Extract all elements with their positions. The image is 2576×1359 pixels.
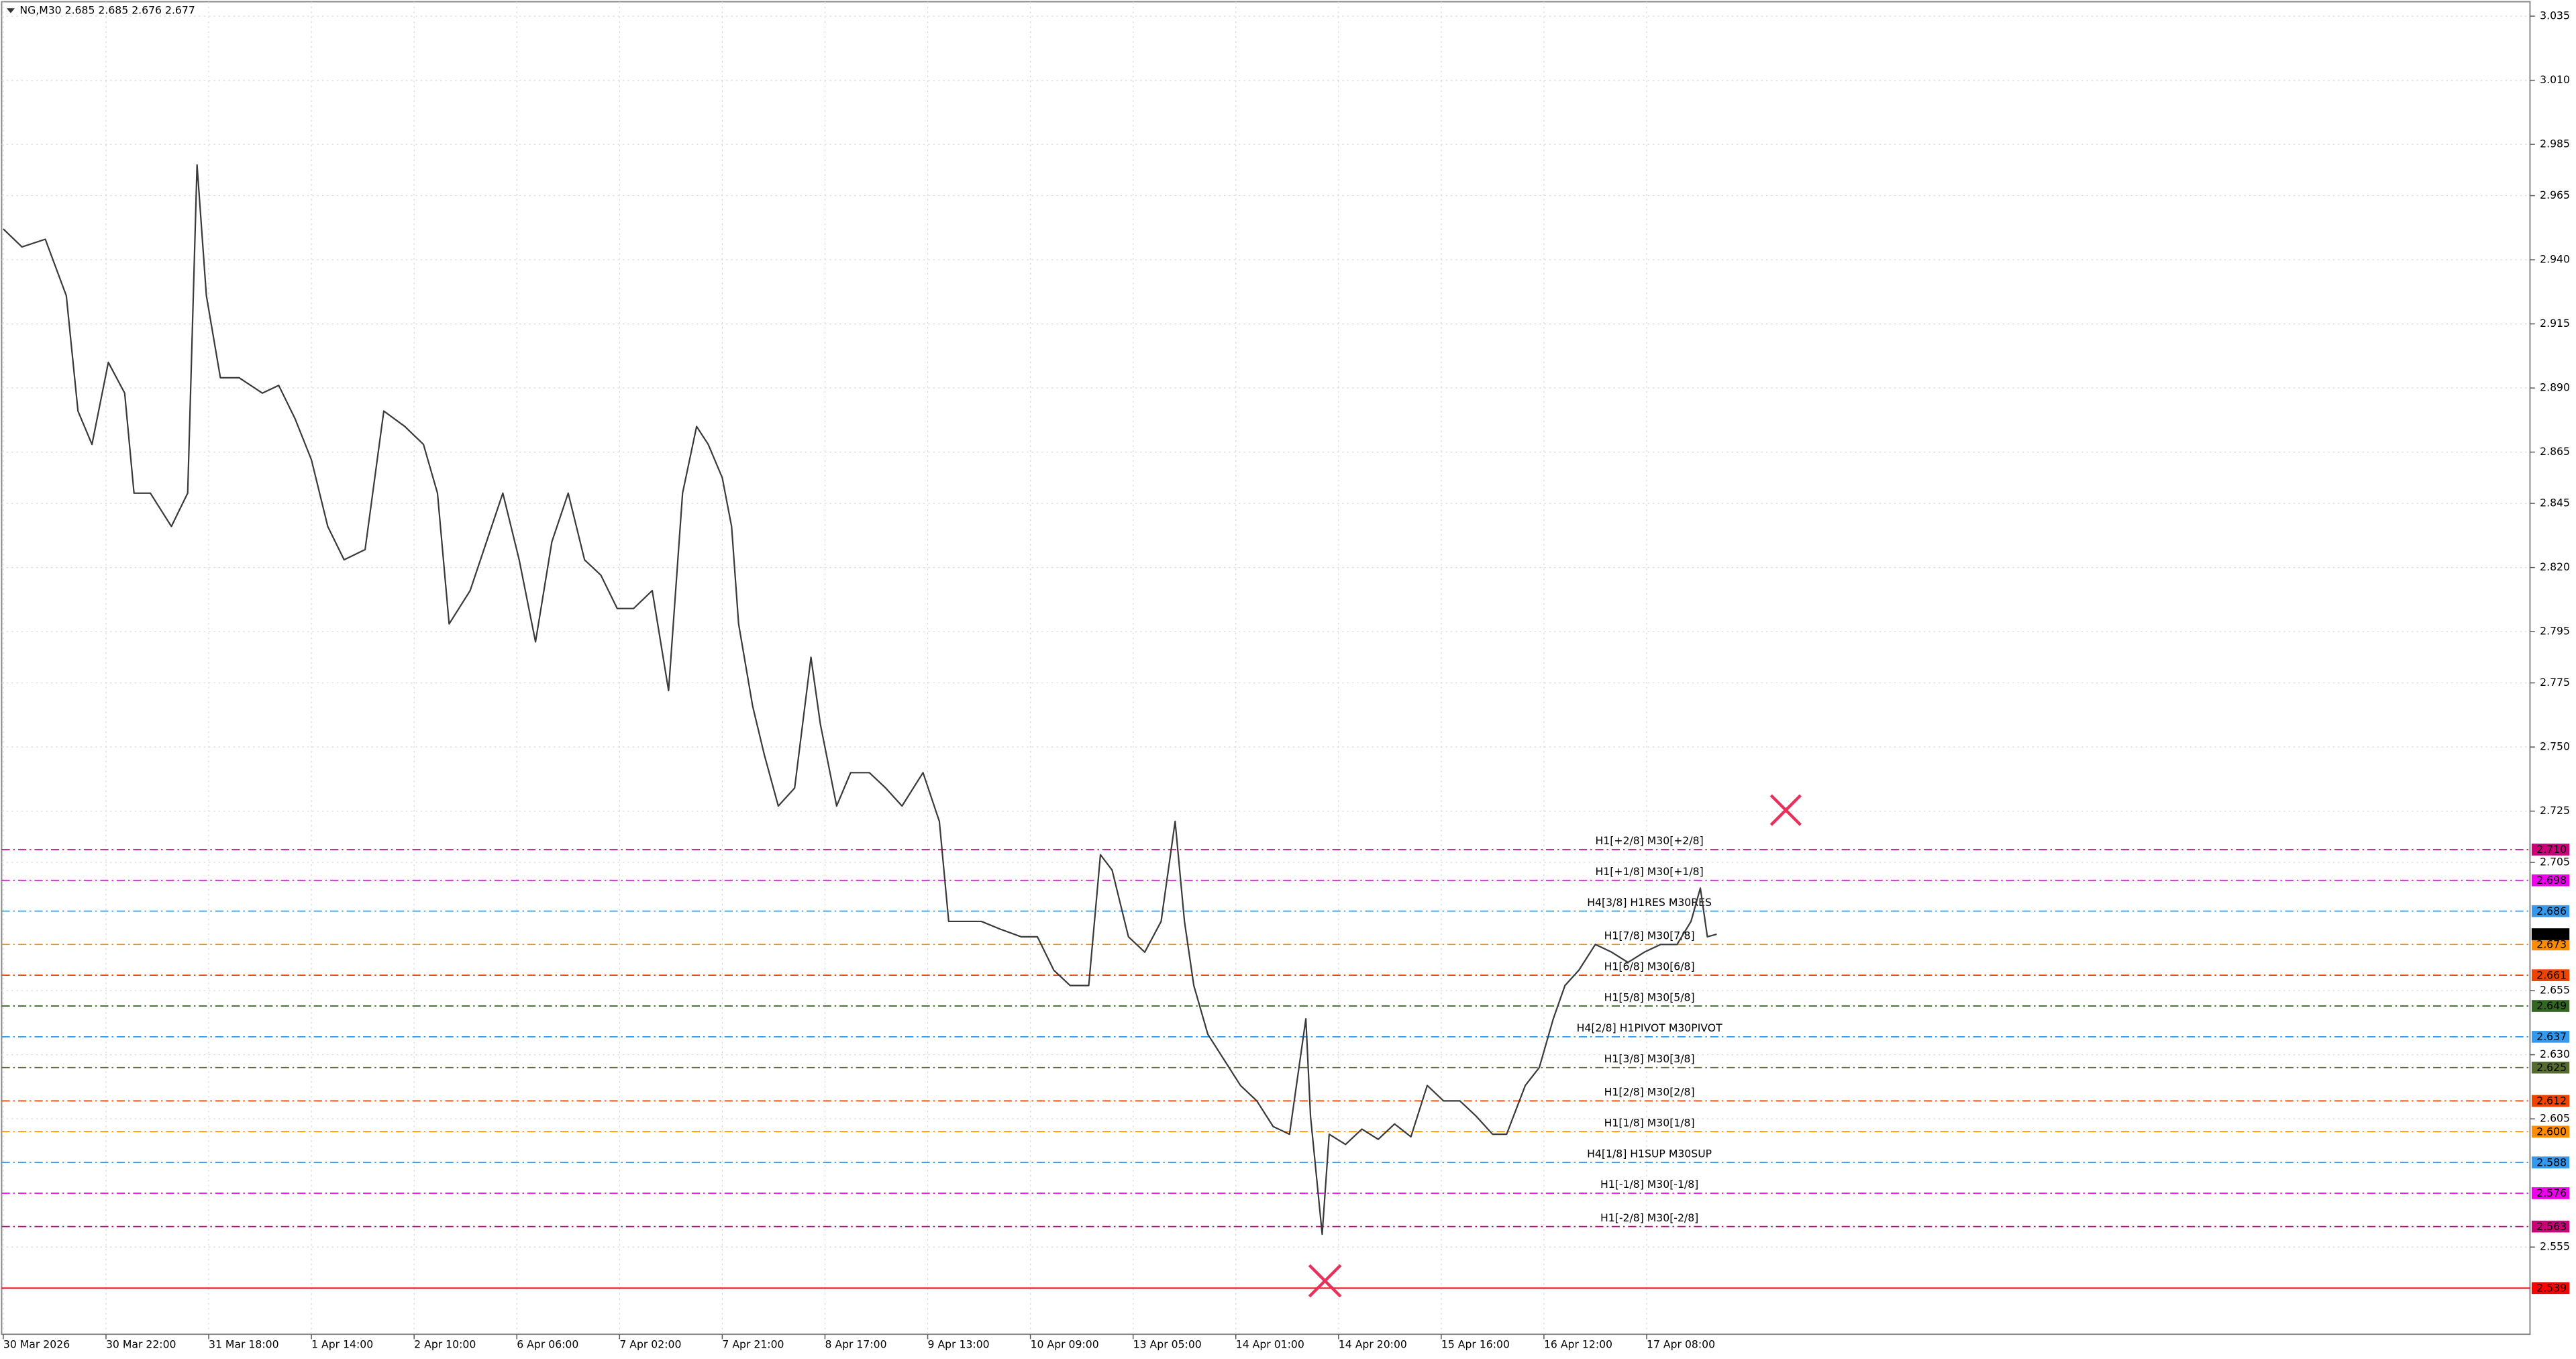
- price-tag: [2531, 844, 2570, 856]
- y-tick-label: 3.010: [2540, 73, 2570, 86]
- y-tick-label: 2.890: [2540, 381, 2570, 394]
- level-label: H1[1/8] M30[1/8]: [1604, 1117, 1695, 1129]
- x-tick-label: 6 Apr 06:00: [517, 1338, 578, 1351]
- level-label: H4[3/8] H1RES M30RES: [1587, 896, 1712, 909]
- level-label: H1[+1/8] M30[+1/8]: [1596, 865, 1704, 878]
- level-label: H1[6/8] M30[6/8]: [1604, 960, 1695, 972]
- x-tick-label: 8 Apr 17:00: [825, 1338, 886, 1351]
- x-tick-label: 7 Apr 02:00: [619, 1338, 681, 1351]
- level-label: H1[+2/8] M30[+2/8]: [1596, 834, 1704, 847]
- x-tick-label: 13 Apr 05:00: [1133, 1338, 1202, 1351]
- y-tick-label: 2.705: [2540, 856, 2570, 868]
- price-tag-label: 2.539: [2536, 1282, 2567, 1295]
- price-tag-label: 2.600: [2536, 1125, 2567, 1138]
- cross-stroke: [1769, 794, 1802, 826]
- price-tag: [2531, 1187, 2570, 1199]
- y-tick-label: 2.795: [2540, 625, 2570, 638]
- x-tick-label: 1 Apr 14:00: [311, 1338, 373, 1351]
- price-tag-label: 2.576: [2536, 1187, 2567, 1199]
- price-tag-label: 2.612: [2536, 1095, 2567, 1107]
- price-tag: [2531, 1031, 2570, 1043]
- price-tag-label: 2.673: [2536, 938, 2567, 951]
- price-tag-label: 2.686: [2536, 905, 2567, 917]
- level-label: H1[3/8] M30[3/8]: [1604, 1052, 1695, 1065]
- chart-title: NG,M30 2.685 2.685 2.676 2.677: [19, 3, 195, 16]
- price-tag: [2531, 905, 2570, 917]
- level-label: H4[2/8] H1PIVOT M30PIVOT: [1577, 1021, 1722, 1034]
- price-tag-label: 2.677: [2536, 927, 2567, 940]
- x-tick-label: 9 Apr 13:00: [928, 1338, 990, 1351]
- x-tick-label: 14 Apr 01:00: [1236, 1338, 1304, 1351]
- level-label: H1[-1/8] M30[-1/8]: [1600, 1178, 1698, 1191]
- y-tick-label: 2.750: [2540, 740, 2570, 753]
- level-label: H1[5/8] M30[5/8]: [1604, 991, 1695, 1003]
- price-tag: [2531, 1000, 2570, 1012]
- y-tick-label: 2.630: [2540, 1048, 2570, 1060]
- x-tick-label: 7 Apr 21:00: [722, 1338, 784, 1351]
- x-tick-label: 31 Mar 18:00: [209, 1338, 279, 1351]
- y-tick-label: 2.725: [2540, 804, 2570, 817]
- y-tick-label: 2.965: [2540, 189, 2570, 201]
- y-tick-label: 2.655: [2540, 984, 2570, 997]
- cross-stroke: [1308, 1264, 1342, 1298]
- price-tag: [2531, 874, 2570, 887]
- price-tag: [2531, 1220, 2570, 1233]
- cross-marker: [1308, 1264, 1342, 1298]
- price-tag: [2531, 1061, 2570, 1074]
- cross-marker: [1769, 794, 1802, 826]
- y-tick-label: 2.820: [2540, 560, 2570, 573]
- price-tag: [2531, 1156, 2570, 1168]
- price-tag-label: 2.637: [2536, 1030, 2567, 1043]
- level-label: H1[2/8] M30[2/8]: [1604, 1086, 1695, 1099]
- level-label: H1[7/8] M30[7/8]: [1604, 929, 1695, 942]
- y-tick-label: 2.940: [2540, 253, 2570, 266]
- x-tick-label: 15 Apr 16:00: [1441, 1338, 1510, 1351]
- price-tag-label: 2.698: [2536, 874, 2567, 887]
- y-tick-label: 2.915: [2540, 317, 2570, 330]
- price-tag: [2531, 1282, 2570, 1295]
- price-tag: [2531, 1125, 2570, 1138]
- price-tag-label: 2.649: [2536, 999, 2567, 1012]
- price-tag-label: 2.661: [2536, 968, 2567, 981]
- x-tick-label: 30 Mar 22:00: [106, 1338, 176, 1351]
- price-tag-label: 2.625: [2536, 1061, 2567, 1074]
- y-tick-label: 2.845: [2540, 497, 2570, 509]
- y-tick-label: 2.605: [2540, 1112, 2570, 1125]
- x-tick-label: 14 Apr 20:00: [1339, 1338, 1407, 1351]
- level-label: H4[1/8] H1SUP M30SUP: [1587, 1147, 1712, 1160]
- price-tag-label: 2.710: [2536, 843, 2567, 856]
- x-tick-label: 2 Apr 10:00: [414, 1338, 476, 1351]
- levels: H1[+2/8] M30[+2/8] 2.710 H1[+1/8] M30[+1/8…: [1, 834, 2570, 1295]
- y-tick-label: 2.985: [2540, 138, 2570, 150]
- price-tag-label: 2.588: [2536, 1156, 2567, 1168]
- y-tick-label: 2.555: [2540, 1240, 2570, 1253]
- menu-arrow[interactable]: [6, 8, 15, 13]
- price-tag: [2531, 928, 2570, 940]
- x-tick-label: 17 Apr 08:00: [1647, 1338, 1715, 1351]
- price-tag-label: 2.563: [2536, 1220, 2567, 1233]
- price-tag: [2531, 1095, 2570, 1107]
- y-tick-label: 3.035: [2540, 9, 2570, 22]
- level-label: H1[-2/8] M30[-2/8]: [1600, 1211, 1698, 1224]
- price-line: [3, 164, 1717, 1236]
- y-tick-label: 2.865: [2540, 445, 2570, 458]
- price-tag: [2531, 938, 2570, 951]
- price-tag: [2531, 969, 2570, 981]
- x-tick-label: 16 Apr 12:00: [1544, 1338, 1612, 1351]
- plot: [3, 164, 1717, 1236]
- x-tick-label: 10 Apr 09:00: [1031, 1338, 1099, 1351]
- x-tick-label: 30 Mar 2026: [3, 1338, 70, 1351]
- y-tick-label: 2.775: [2540, 676, 2570, 689]
- plot-frame: [1, 1, 2531, 1336]
